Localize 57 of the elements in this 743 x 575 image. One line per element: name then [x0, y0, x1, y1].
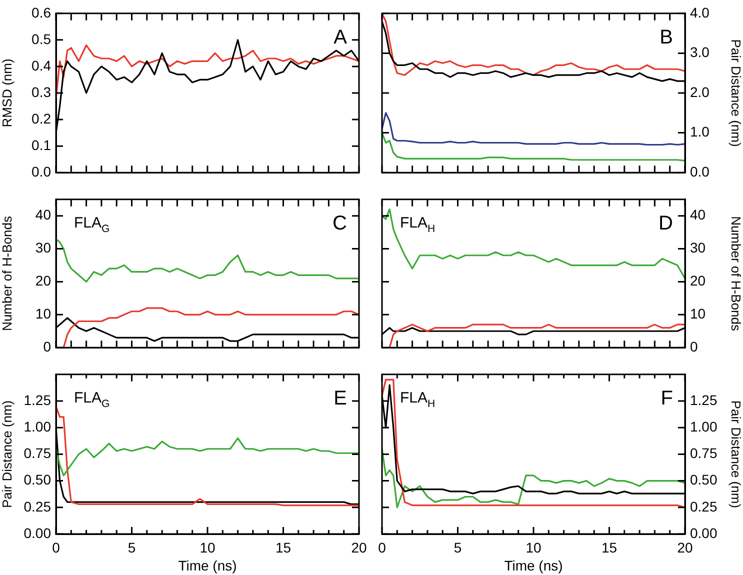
- y-tick-label: 10: [690, 306, 706, 322]
- annotation: E: [334, 387, 348, 410]
- y-tick-label: 1.25: [690, 392, 718, 408]
- y-tick-label: 0.0: [690, 163, 710, 180]
- annotation: A: [334, 26, 348, 48]
- y-axis-title: Number of H-Bonds: [0, 216, 14, 331]
- annotation: C: [332, 212, 348, 234]
- y-axis-title: Pair Distance (nm): [728, 39, 743, 147]
- y-tick-label: 10: [35, 306, 52, 322]
- y-tick-label: 1.25: [24, 392, 52, 408]
- y-tick-label: 0.00: [24, 524, 52, 541]
- x-tick-label: 5: [128, 539, 136, 556]
- y-tick-label: 30: [690, 240, 706, 256]
- y-tick-label: 1.0: [690, 124, 710, 140]
- y-tick-label: 0.75: [24, 445, 52, 462]
- y-tick-label: 0: [690, 338, 698, 354]
- y-tick-label: 40: [690, 206, 706, 223]
- x-tick-label: 20: [677, 539, 693, 556]
- y-tick-label: 0.25: [690, 498, 718, 514]
- x-tick-label: 0: [378, 539, 386, 556]
- x-axis-title: Time (ns): [504, 557, 563, 574]
- y-axis-title: Pair Distance (nm): [728, 400, 743, 508]
- y-tick-label: 0.00: [690, 524, 718, 541]
- y-tick-label: 40: [35, 206, 52, 223]
- y-tick-label: 2.0: [690, 84, 710, 100]
- y-tick-label: 0: [43, 338, 52, 354]
- x-tick-label: 10: [200, 539, 216, 556]
- y-tick-label: 20: [35, 272, 52, 289]
- y-tick-label: 0.50: [690, 472, 718, 488]
- y-tick-label: 0.75: [690, 445, 718, 462]
- x-tick-label: 10: [526, 539, 542, 556]
- y-tick-label: 0.0: [32, 163, 52, 180]
- y-tick-label: 3.0: [690, 44, 710, 60]
- x-tick-label: 15: [601, 539, 618, 556]
- x-tick-label: 15: [275, 539, 292, 556]
- y-tick-label: 0.50: [24, 472, 52, 488]
- annotation: F: [660, 387, 673, 410]
- y-axis-title: Number of H-Bonds: [728, 216, 743, 332]
- y-tick-label: 20: [690, 272, 706, 289]
- y-tick-label: 4.0: [690, 4, 710, 20]
- x-tick-label: 20: [351, 539, 367, 556]
- x-tick-label: 5: [454, 539, 462, 556]
- y-tick-label: 0.6: [32, 4, 52, 20]
- y-tick-label: 0.25: [24, 498, 52, 514]
- y-tick-label: 1.00: [690, 418, 718, 434]
- y-tick-label: 0.3: [32, 84, 52, 100]
- y-tick-label: 1.00: [24, 418, 52, 434]
- y-tick-label: 0.5: [32, 30, 52, 47]
- y-axis-title: Pair Distance (nm): [0, 400, 14, 508]
- y-tick-label: 30: [35, 240, 52, 256]
- y-tick-label: 0.2: [32, 110, 52, 126]
- annotation: D: [658, 212, 674, 234]
- y-tick-label: 0.4: [32, 57, 52, 74]
- y-tick-label: 0.1: [32, 136, 52, 153]
- x-axis-title: Time (ns): [178, 557, 237, 574]
- y-axis-title: RMSD (nm): [0, 58, 14, 128]
- annotation: B: [660, 26, 674, 48]
